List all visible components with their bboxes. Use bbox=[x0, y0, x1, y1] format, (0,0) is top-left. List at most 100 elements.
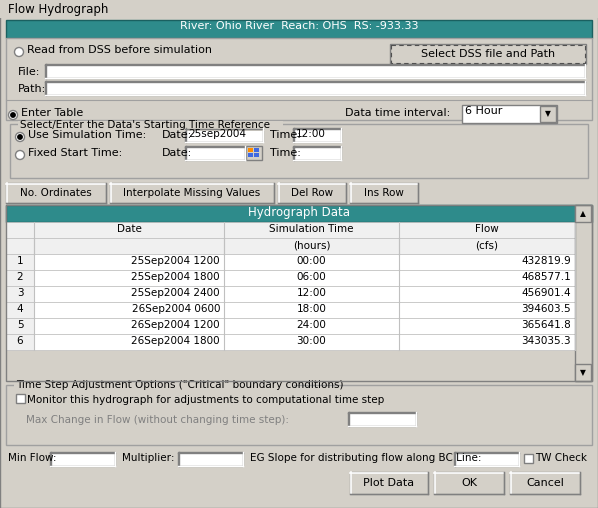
Text: Multiplier:: Multiplier: bbox=[122, 453, 175, 463]
Bar bbox=[454, 452, 519, 466]
Circle shape bbox=[8, 111, 17, 119]
Text: Enter Table: Enter Table bbox=[21, 108, 83, 118]
Text: Time Step Adjustment Options ("Critical" boundary conditions): Time Step Adjustment Options ("Critical"… bbox=[16, 380, 343, 390]
Text: Min Flow:: Min Flow: bbox=[8, 453, 56, 463]
Text: 26Sep2004 1200: 26Sep2004 1200 bbox=[132, 320, 220, 330]
Text: River: Ohio River  Reach: OHS  RS: -933.33: River: Ohio River Reach: OHS RS: -933.33 bbox=[180, 21, 418, 31]
Text: 365641.8: 365641.8 bbox=[521, 320, 571, 330]
Circle shape bbox=[16, 133, 25, 142]
Text: 12:00: 12:00 bbox=[296, 129, 326, 139]
Text: Date:: Date: bbox=[162, 148, 192, 158]
Bar bbox=[6, 286, 575, 302]
Bar bbox=[6, 334, 575, 350]
Text: 468577.1: 468577.1 bbox=[521, 272, 571, 282]
Bar bbox=[50, 452, 115, 466]
Text: 394603.5: 394603.5 bbox=[521, 304, 571, 314]
Text: Del Row: Del Row bbox=[291, 188, 333, 199]
Bar bbox=[510, 472, 580, 494]
Text: Monitor this hydrograph for adjustments to computational time step: Monitor this hydrograph for adjustments … bbox=[27, 395, 385, 405]
Bar bbox=[524, 454, 533, 463]
Bar bbox=[6, 318, 34, 334]
Text: Time:: Time: bbox=[270, 130, 301, 140]
Bar bbox=[6, 222, 575, 238]
Bar bbox=[350, 472, 428, 494]
Text: Hydrograph Data: Hydrograph Data bbox=[248, 206, 350, 219]
Bar bbox=[185, 128, 263, 142]
Text: ▼: ▼ bbox=[580, 368, 586, 377]
Text: Read from DSS before simulation: Read from DSS before simulation bbox=[27, 45, 212, 55]
Text: Date:: Date: bbox=[162, 130, 192, 140]
Text: Select/Enter the Data's Starting Time Reference: Select/Enter the Data's Starting Time Re… bbox=[20, 120, 270, 130]
Text: 00:00: 00:00 bbox=[297, 256, 327, 266]
Text: 06:00: 06:00 bbox=[297, 272, 327, 282]
Circle shape bbox=[11, 113, 15, 117]
Text: (cfs): (cfs) bbox=[475, 240, 499, 250]
Bar bbox=[6, 205, 592, 222]
Text: 5: 5 bbox=[17, 320, 23, 330]
Text: 24:00: 24:00 bbox=[297, 320, 327, 330]
Text: ▼: ▼ bbox=[545, 110, 551, 118]
Bar bbox=[6, 238, 575, 254]
Bar bbox=[575, 205, 592, 381]
Text: 6: 6 bbox=[17, 336, 23, 346]
Bar bbox=[45, 64, 585, 78]
Bar bbox=[575, 364, 591, 381]
Text: Max Change in Flow (without changing time step):: Max Change in Flow (without changing tim… bbox=[26, 415, 289, 425]
Circle shape bbox=[16, 150, 25, 160]
Bar bbox=[6, 254, 575, 270]
Bar bbox=[6, 334, 34, 350]
Text: Path:: Path: bbox=[18, 84, 46, 94]
Text: Ins Row: Ins Row bbox=[364, 188, 404, 199]
Text: 343035.3: 343035.3 bbox=[521, 336, 571, 346]
Circle shape bbox=[18, 135, 22, 139]
Text: 25Sep2004 1800: 25Sep2004 1800 bbox=[132, 272, 220, 282]
Bar bbox=[254, 148, 259, 152]
Text: 25Sep2004 1200: 25Sep2004 1200 bbox=[132, 256, 220, 266]
Bar bbox=[10, 124, 588, 178]
Bar bbox=[350, 183, 418, 203]
Bar bbox=[434, 472, 504, 494]
Text: ▲: ▲ bbox=[580, 209, 586, 218]
Text: 3: 3 bbox=[17, 288, 23, 298]
Bar bbox=[45, 81, 585, 95]
Bar bbox=[0, 0, 598, 18]
Text: (hours): (hours) bbox=[293, 240, 330, 250]
Text: Plot Data: Plot Data bbox=[364, 479, 414, 489]
Text: 25sep2004: 25sep2004 bbox=[188, 129, 246, 139]
Bar bbox=[6, 270, 575, 286]
Bar bbox=[248, 148, 253, 152]
Bar bbox=[391, 45, 585, 63]
Bar bbox=[540, 106, 556, 122]
Bar bbox=[6, 183, 106, 203]
Bar bbox=[6, 302, 34, 318]
Text: Flow Hydrograph: Flow Hydrograph bbox=[8, 3, 108, 16]
Text: OK: OK bbox=[461, 479, 477, 489]
Text: File:: File: bbox=[18, 67, 41, 77]
Bar bbox=[6, 302, 575, 318]
Text: Interpolate Missing Values: Interpolate Missing Values bbox=[123, 188, 261, 199]
Text: 4: 4 bbox=[17, 304, 23, 314]
Text: Date: Date bbox=[117, 224, 142, 234]
Text: 26Sep2004 0600: 26Sep2004 0600 bbox=[132, 304, 220, 314]
Bar bbox=[390, 44, 586, 64]
Bar bbox=[16, 394, 25, 403]
Text: Data time interval:: Data time interval: bbox=[345, 108, 450, 118]
Bar bbox=[14, 381, 294, 390]
Bar bbox=[248, 153, 253, 157]
Bar bbox=[246, 146, 262, 160]
Text: 12:00: 12:00 bbox=[297, 288, 327, 298]
Bar bbox=[575, 205, 591, 222]
Text: 2: 2 bbox=[17, 272, 23, 282]
Text: 1: 1 bbox=[17, 256, 23, 266]
Bar bbox=[110, 183, 274, 203]
Text: Use Simulation Time:: Use Simulation Time: bbox=[28, 130, 147, 140]
Circle shape bbox=[14, 48, 23, 56]
Bar bbox=[185, 146, 245, 160]
Bar bbox=[293, 146, 341, 160]
Text: Flow: Flow bbox=[475, 224, 499, 234]
Bar bbox=[6, 38, 592, 120]
Text: EG Slope for distributing flow along BC Line:: EG Slope for distributing flow along BC … bbox=[250, 453, 481, 463]
Text: 25Sep2004 2400: 25Sep2004 2400 bbox=[132, 288, 220, 298]
Bar bbox=[254, 153, 259, 157]
Bar bbox=[6, 385, 592, 445]
